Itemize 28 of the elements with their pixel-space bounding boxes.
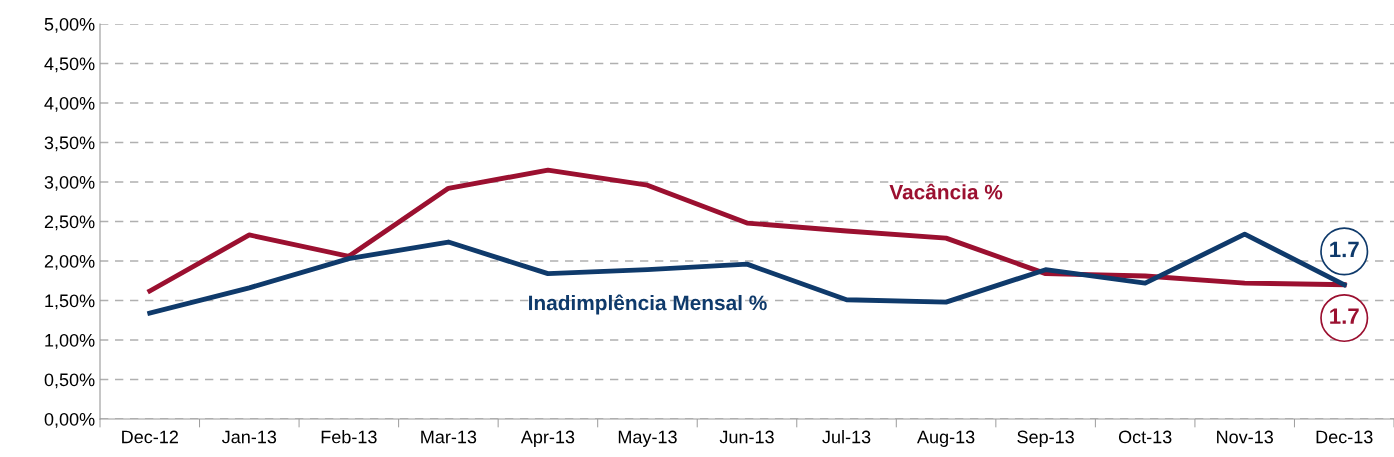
data-label: 1.7 xyxy=(1330,308,1359,324)
x-tick-label: Sep-13 xyxy=(1017,430,1074,447)
y-tick-label: 1,50% xyxy=(45,294,95,310)
x-tick-label: Jan-13 xyxy=(221,430,277,444)
y-tick-label: 4,50% xyxy=(44,57,95,73)
y-tick-label: 1,00% xyxy=(45,333,95,349)
x-tick-label: Jun-13 xyxy=(719,430,774,444)
x-tick-label: Jul-13 xyxy=(822,430,871,444)
series-label: Vacância % xyxy=(889,183,1003,200)
y-tick-label: 5,00% xyxy=(44,17,95,33)
y-tick-label: 0,50% xyxy=(44,373,95,389)
y-tick-label: 3,00% xyxy=(44,175,95,191)
y-tick-label: 0,00% xyxy=(44,412,95,428)
x-tick-label: Mar-13 xyxy=(421,430,477,444)
x-tick-label: Nov-13 xyxy=(1217,430,1273,444)
y-tick-label: 2,00% xyxy=(44,254,95,270)
x-tick-label: Feb-13 xyxy=(321,430,377,444)
x-tick-label: Aug-13 xyxy=(917,430,975,447)
x-tick-label: Dec-13 xyxy=(1316,430,1373,444)
y-tick-label: 2,50% xyxy=(44,215,95,231)
x-tick-label: May-13 xyxy=(618,430,677,447)
x-tick-label: Dec-12 xyxy=(122,430,178,444)
x-tick-label: Oct-13 xyxy=(1118,430,1172,444)
series-label: Inadimplência Mensal % xyxy=(529,294,767,315)
x-tick-label: Apr-13 xyxy=(520,430,575,447)
y-tick-label: 3,50% xyxy=(44,136,95,152)
y-tick-label: 4,00% xyxy=(44,96,95,112)
data-label: 1.7 xyxy=(1330,241,1359,258)
